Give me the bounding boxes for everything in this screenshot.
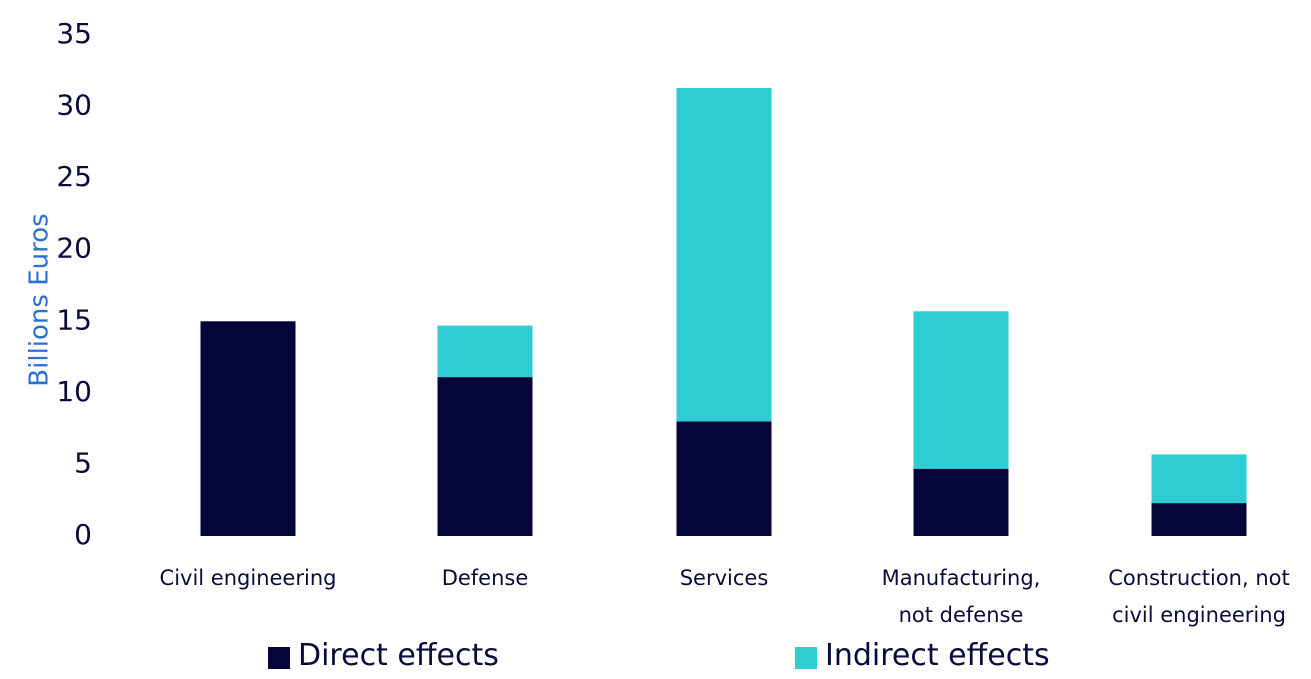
x-category-label: Defense xyxy=(442,566,529,590)
x-category-label: Construction, not civil engineering xyxy=(1108,566,1289,627)
bar-segment-direct xyxy=(676,421,772,536)
legend-swatch xyxy=(795,647,817,669)
y-tick-label: 25 xyxy=(56,160,92,193)
y-tick-label: 30 xyxy=(56,89,92,122)
y-tick-label: 20 xyxy=(56,232,92,265)
legend: Direct effects Indirect effects xyxy=(268,638,1050,673)
y-tick-label: 0 xyxy=(74,518,92,551)
y-axis-ticks: 0 5 10 15 20 25 30 35 xyxy=(56,17,92,551)
y-tick-label: 10 xyxy=(56,375,92,408)
legend-label: Indirect effects xyxy=(825,638,1050,673)
legend-swatch xyxy=(268,647,290,669)
y-tick-label: 15 xyxy=(56,303,92,336)
legend-label: Direct effects xyxy=(298,638,499,673)
y-tick-label: 5 xyxy=(74,446,92,479)
bar-segment-direct xyxy=(437,377,533,536)
x-category-label: Civil engineering xyxy=(160,566,337,590)
bar-segment-indirect xyxy=(1151,454,1247,504)
bars xyxy=(200,87,1247,536)
bar-segment-indirect xyxy=(437,325,533,378)
x-category-label: Services xyxy=(680,566,769,590)
x-category-label: Manufacturing, not defense xyxy=(882,566,1041,627)
bar-segment-indirect xyxy=(676,87,772,422)
bar-segment-indirect xyxy=(913,311,1009,469)
bar-segment-direct xyxy=(1151,503,1247,536)
x-axis-category-labels: Civil engineering Defense Services Manufact… xyxy=(160,566,1290,627)
bar-segment-direct xyxy=(200,321,296,536)
y-tick-label: 35 xyxy=(56,17,92,50)
y-axis-title: Billions Euros xyxy=(25,213,55,386)
bar-segment-direct xyxy=(913,468,1009,536)
